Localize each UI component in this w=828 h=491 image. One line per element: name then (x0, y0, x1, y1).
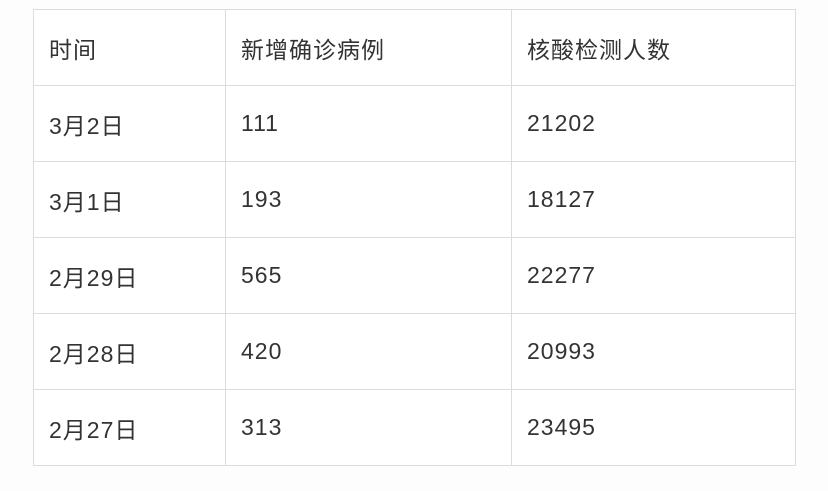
cell-new-cases: 420 (225, 313, 512, 390)
cell-new-cases: 111 (225, 85, 512, 162)
cell-new-cases: 193 (225, 161, 512, 238)
table-row: 2月29日 565 22277 (33, 237, 796, 314)
cell-date: 2月29日 (33, 237, 226, 314)
table-header-row: 时间 新增确诊病例 核酸检测人数 (33, 9, 796, 86)
cell-date: 2月27日 (33, 389, 226, 466)
table-row: 3月1日 193 18127 (33, 161, 796, 238)
cell-new-cases: 313 (225, 389, 512, 466)
cell-date: 3月2日 (33, 85, 226, 162)
table-row: 2月28日 420 20993 (33, 313, 796, 390)
table-row: 3月2日 111 21202 (33, 85, 796, 162)
cell-tests: 21202 (511, 85, 796, 162)
covid-stats-table: 时间 新增确诊病例 核酸检测人数 3月2日 111 21202 3月1日 193… (33, 9, 796, 466)
header-nucleic-acid-tests: 核酸检测人数 (511, 9, 796, 86)
header-time: 时间 (33, 9, 226, 86)
header-new-confirmed-cases: 新增确诊病例 (225, 9, 512, 86)
cell-tests: 23495 (511, 389, 796, 466)
cell-date: 3月1日 (33, 161, 226, 238)
cell-tests: 22277 (511, 237, 796, 314)
cell-tests: 18127 (511, 161, 796, 238)
table-row: 2月27日 313 23495 (33, 389, 796, 466)
cell-date: 2月28日 (33, 313, 226, 390)
cell-tests: 20993 (511, 313, 796, 390)
cell-new-cases: 565 (225, 237, 512, 314)
